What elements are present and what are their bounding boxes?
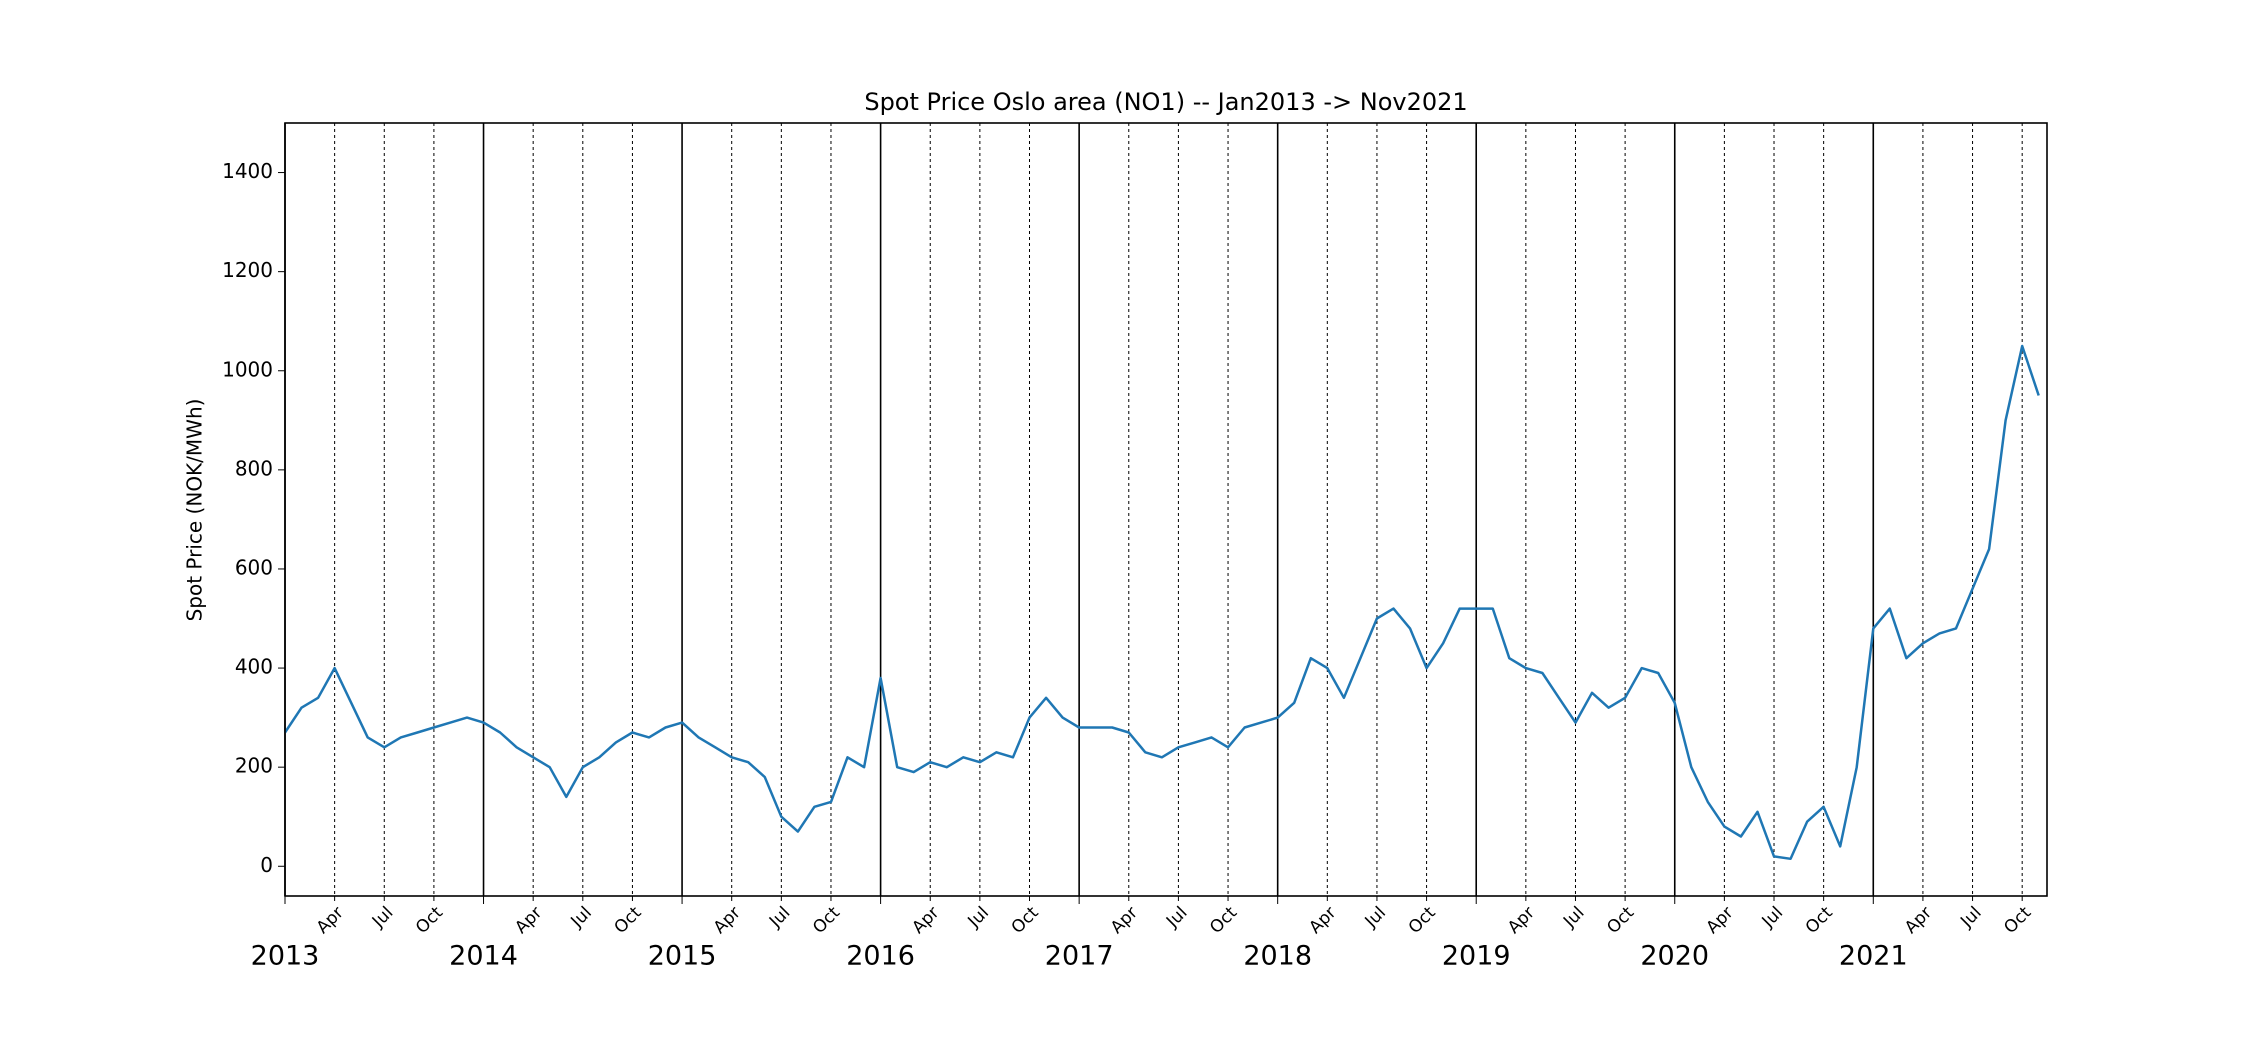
price-line xyxy=(283,344,2040,861)
x-tick-label: 2014 xyxy=(449,941,518,972)
x-minor-tick-label: Jul xyxy=(765,903,794,932)
y-tick-label: 0 xyxy=(260,853,273,877)
y-tick-label: 600 xyxy=(235,555,273,579)
x-minor-tick-label: Jul xyxy=(1956,903,1985,932)
y-tick-label: 800 xyxy=(235,456,273,480)
x-minor-tick-label: Jul xyxy=(1559,903,1588,932)
x-minor-tick-label: Oct xyxy=(1802,903,1837,938)
x-tick-label: 2015 xyxy=(648,941,717,972)
x-minor-tick-label: Apr xyxy=(511,903,546,938)
x-minor-tick-label: Jul xyxy=(964,903,993,932)
x-tick-label: 2013 xyxy=(251,941,320,972)
x-minor-tick-label: Apr xyxy=(1504,903,1539,938)
x-minor-tick-label: Oct xyxy=(809,903,844,938)
x-tick-label: 2019 xyxy=(1442,941,1511,972)
x-minor-tick-label: Oct xyxy=(1206,903,1241,938)
x-minor-tick-label: Apr xyxy=(1703,903,1738,938)
x-minor-tick-label: Oct xyxy=(412,903,447,938)
x-minor-tick-label: Oct xyxy=(611,903,646,938)
x-minor-tick-label: Jul xyxy=(1361,903,1390,932)
x-minor-tick-label: Oct xyxy=(2000,903,2035,938)
x-minor-tick-label: Apr xyxy=(1107,903,1142,938)
x-minor-tick-label: Jul xyxy=(567,903,596,932)
x-minor-tick-label: Oct xyxy=(1008,903,1043,938)
y-tick-label: 1400 xyxy=(222,159,273,183)
x-tick-label: 2018 xyxy=(1243,941,1312,972)
plot-frame xyxy=(284,122,2048,897)
x-minor-tick-label: Oct xyxy=(1603,903,1638,938)
chart-title: Spot Price Oslo area (NO1) -- Jan2013 ->… xyxy=(864,88,1467,116)
x-minor-tick-label: Jul xyxy=(1162,903,1191,932)
y-tick-label: 200 xyxy=(235,754,273,778)
y-axis-label: Spot Price (NOK/MWh) xyxy=(183,399,207,622)
x-tick-label: 2020 xyxy=(1640,941,1709,972)
x-minor-tick-label: Jul xyxy=(1758,903,1787,932)
x-minor-tick-label: Apr xyxy=(313,903,348,938)
y-tick-label: 1200 xyxy=(222,258,273,282)
x-minor-tick-label: Apr xyxy=(1901,903,1936,938)
x-minor-tick-label: Apr xyxy=(1305,903,1340,938)
x-tick-label: 2016 xyxy=(846,941,915,972)
x-minor-tick-label: Jul xyxy=(368,903,397,932)
y-tick-label: 400 xyxy=(235,655,273,679)
x-tick-label: 2017 xyxy=(1045,941,1114,972)
x-minor-tick-label: Apr xyxy=(908,903,943,938)
x-tick-label: 2021 xyxy=(1839,941,1908,972)
x-minor-tick-label: Apr xyxy=(710,903,745,938)
y-tick-label: 1000 xyxy=(222,357,273,381)
x-minor-tick-label: Oct xyxy=(1405,903,1440,938)
